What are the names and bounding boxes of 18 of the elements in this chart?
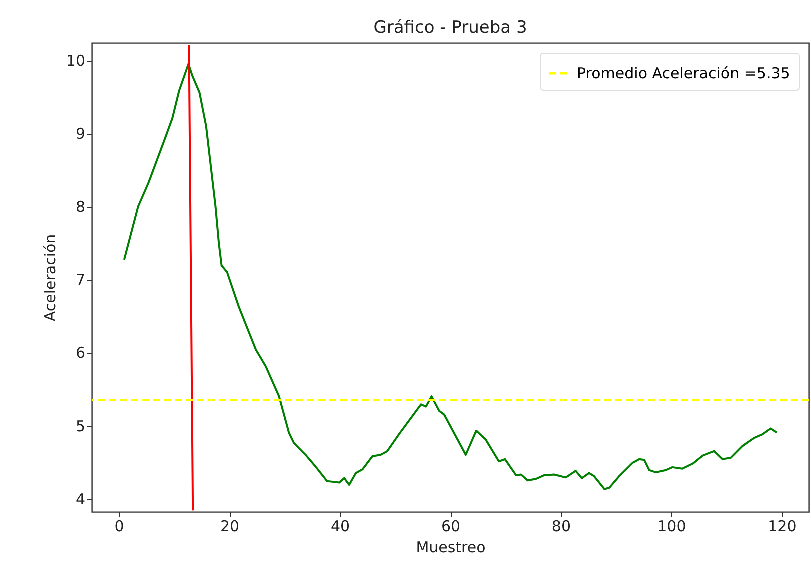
x-tick-label: 60 xyxy=(441,518,461,536)
y-tick-label: 7 xyxy=(76,271,86,290)
y-tick-label: 8 xyxy=(76,198,86,216)
y-axis-title: Aceleración xyxy=(41,234,60,322)
x-tick-label: 120 xyxy=(768,518,797,536)
legend-label: Promedio Aceleración =5.35 xyxy=(577,64,790,82)
x-tick-label: 40 xyxy=(330,518,350,536)
x-axis-title: Muestreo xyxy=(416,538,486,556)
x-tick-label: 20 xyxy=(220,518,240,536)
x-tick-label: 100 xyxy=(658,518,686,536)
x-tick-label: 0 xyxy=(114,518,124,536)
y-tick-label: 9 xyxy=(76,125,86,144)
y-tick-label: 4 xyxy=(76,490,86,508)
x-tick-label: 80 xyxy=(552,518,572,536)
y-tick-label: 10 xyxy=(66,52,86,70)
y-tick-label: 6 xyxy=(76,344,86,362)
chart-title: Gráfico - Prueba 3 xyxy=(374,18,528,38)
y-tick-label: 5 xyxy=(76,417,86,436)
